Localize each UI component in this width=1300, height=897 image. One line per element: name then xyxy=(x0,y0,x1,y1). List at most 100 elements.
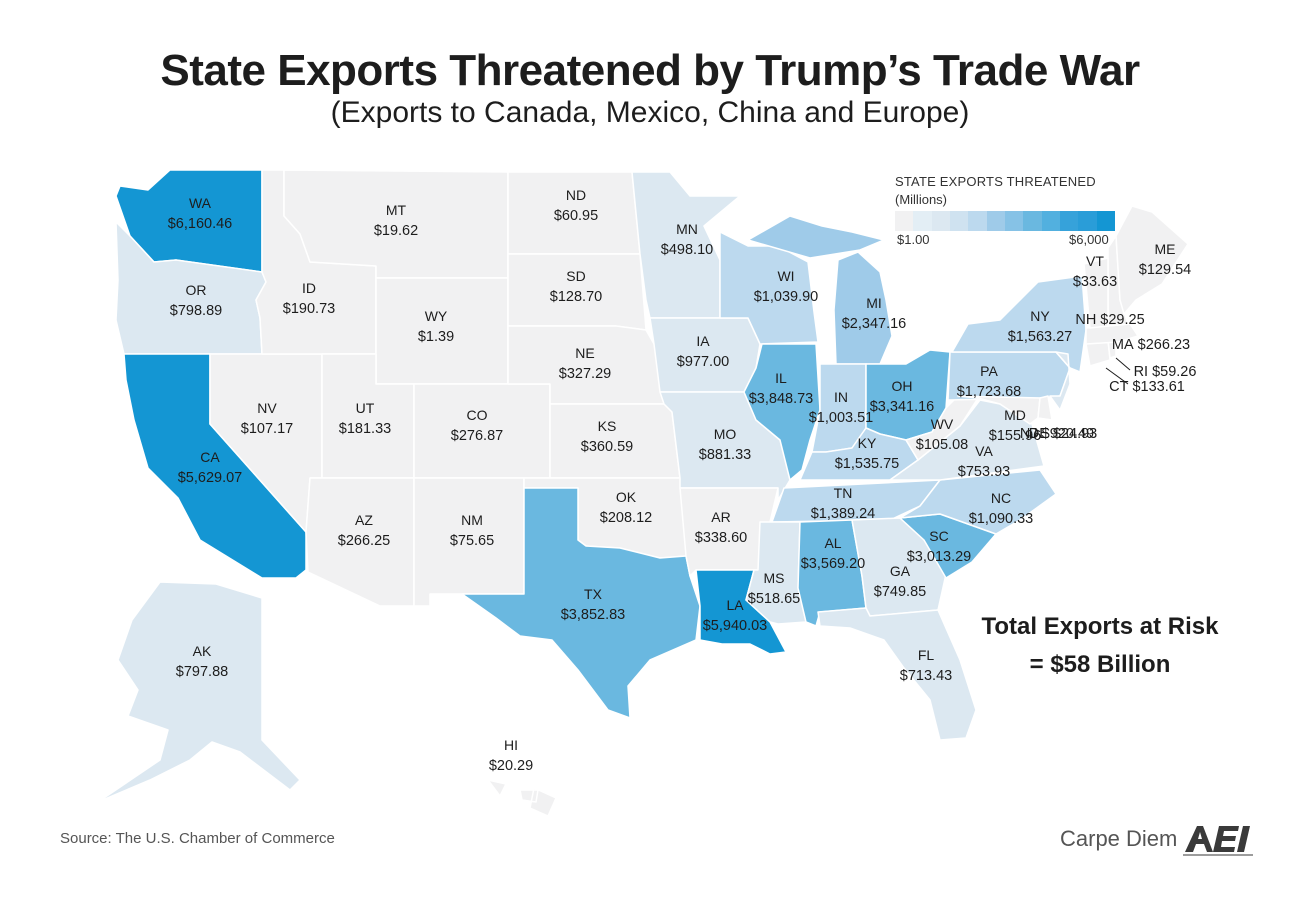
state-code: UT xyxy=(356,400,375,416)
brand-mark: Carpe Diem xyxy=(1060,822,1255,856)
state-code: WV xyxy=(931,416,954,432)
state-code: NM xyxy=(461,512,483,528)
label-leader-line xyxy=(1115,357,1131,371)
state-code: NC xyxy=(991,490,1011,506)
state-code: ME xyxy=(1155,241,1176,257)
state-code: MD xyxy=(1004,407,1026,423)
state-value: $20.29 xyxy=(489,758,533,774)
state-code: SD xyxy=(566,268,585,284)
state-label-sc: SC $3,013.29 xyxy=(907,528,972,565)
state-value: $1,723.68 xyxy=(957,384,1022,400)
state-value: $1,003.51 xyxy=(809,410,874,426)
state-code: TN xyxy=(834,485,853,501)
state-label-hi: HI $20.29 xyxy=(489,737,533,774)
legend-swatch xyxy=(1078,211,1097,231)
total-exports-callout: Total Exports at Risk = $58 Billion xyxy=(960,608,1240,684)
state-value: $6,160.46 xyxy=(168,216,233,232)
state-label-in: IN $1,003.51 xyxy=(809,389,874,426)
state-label-nj: NJ $920.49 xyxy=(1020,426,1094,442)
state-code: NE xyxy=(575,345,594,361)
state-label-md: MD $155.96 xyxy=(989,407,1041,444)
state-code: WY xyxy=(425,308,448,324)
svg-text:MA$266.23: MA $266.23 xyxy=(1112,337,1190,353)
state-code: DE xyxy=(1029,426,1049,442)
state-label-wa: WA $6,160.46 xyxy=(168,195,233,232)
state-label-ca: CA $5,629.07 xyxy=(178,449,243,486)
state-value: $129.54 xyxy=(1139,262,1191,278)
state-nc xyxy=(899,469,1057,535)
state-label-ms: MS $518.65 xyxy=(748,570,800,607)
state-code: VT xyxy=(1086,253,1104,269)
state-code: AR xyxy=(711,509,730,525)
state-mi xyxy=(747,215,893,365)
state-value: $518.65 xyxy=(748,591,800,607)
state-value: $5,940.03 xyxy=(703,618,768,634)
state-code: MI xyxy=(866,295,882,311)
state-code: ID xyxy=(302,280,316,296)
state-value: $749.85 xyxy=(874,584,926,600)
state-value: $24.93 xyxy=(1053,426,1097,442)
aei-logo-icon xyxy=(1183,826,1254,856)
state-value: $1,039.90 xyxy=(754,289,819,305)
state-label-or: OR $798.89 xyxy=(170,282,222,319)
state-label-mt: MT $19.62 xyxy=(374,202,418,239)
state-label-de: DE $24.93 xyxy=(1029,426,1098,442)
state-label-tx: TX $3,852.83 xyxy=(561,586,626,623)
state-label-fl: FL $713.43 xyxy=(900,647,952,684)
state-tn xyxy=(771,479,941,523)
state-value: $797.88 xyxy=(176,664,228,680)
state-code: CO xyxy=(467,407,488,423)
state-code: NJ xyxy=(1020,426,1038,442)
state-label-ma: MA $266.23 xyxy=(1112,337,1190,353)
state-value: $3,341.16 xyxy=(870,399,935,415)
state-nj xyxy=(1049,351,1071,411)
legend-title: STATE EXPORTS THREATENED xyxy=(895,174,1096,189)
state-value: $107.17 xyxy=(241,421,293,437)
state-label-va: VA $753.93 xyxy=(958,443,1010,480)
state-value: $360.59 xyxy=(581,439,633,455)
state-value: $75.65 xyxy=(450,533,494,549)
state-value: $753.93 xyxy=(958,464,1010,480)
state-value: $1,535.75 xyxy=(835,456,900,472)
state-label-mo: MO $881.33 xyxy=(699,426,751,463)
state-value: $338.60 xyxy=(695,530,747,546)
legend-swatch xyxy=(968,211,987,231)
state-value: $3,013.29 xyxy=(907,549,972,565)
state-value: $498.10 xyxy=(661,242,713,258)
state-label-al: AL $3,569.20 xyxy=(801,535,866,572)
state-label-co: CO $276.87 xyxy=(451,407,503,444)
state-value: $2,347.16 xyxy=(842,316,907,332)
legend-max-label: $6,000 xyxy=(1069,232,1109,247)
state-code: AL xyxy=(824,535,841,551)
label-leader-line xyxy=(1105,367,1129,385)
state-value: $133.61 xyxy=(1132,379,1184,395)
state-label-me: ME $129.54 xyxy=(1139,241,1191,278)
state-label-ia: IA $977.00 xyxy=(677,333,729,370)
state-il xyxy=(743,343,821,481)
state-label-nv: NV $107.17 xyxy=(241,400,293,437)
state-code: GA xyxy=(890,563,911,579)
state-code: HI xyxy=(504,737,518,753)
state-code: FL xyxy=(918,647,935,663)
state-label-oh: OH $3,341.16 xyxy=(870,378,935,415)
state-label-ri: RI $59.26 xyxy=(1134,364,1197,380)
state-code: MT xyxy=(386,202,407,218)
state-code: VA xyxy=(975,443,993,459)
state-label-nm: NM $75.65 xyxy=(450,512,494,549)
total-line-2: = $58 Billion xyxy=(1029,651,1171,678)
state-value: $105.08 xyxy=(916,437,968,453)
source-note: Source: The U.S. Chamber of Commerce xyxy=(60,830,335,847)
state-code: ND xyxy=(566,187,586,203)
state-code: IN xyxy=(834,389,848,405)
state-code: SC xyxy=(929,528,948,544)
state-label-ga: GA $749.85 xyxy=(874,563,926,600)
state-label-ok: OK $208.12 xyxy=(600,489,652,526)
state-label-ak: AK $797.88 xyxy=(176,643,228,680)
state-code: NH xyxy=(1075,312,1096,328)
state-value: $977.00 xyxy=(677,354,729,370)
state-label-nd: ND $60.95 xyxy=(554,187,598,224)
legend-swatch xyxy=(986,211,1005,231)
state-code: RI xyxy=(1134,364,1149,380)
state-value: $3,569.20 xyxy=(801,556,866,572)
